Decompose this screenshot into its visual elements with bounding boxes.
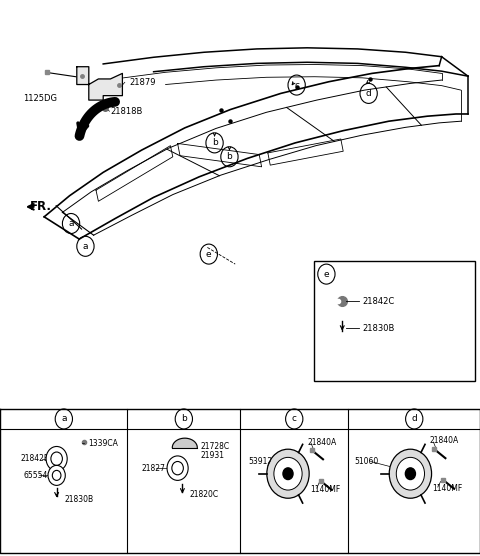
Text: a: a — [68, 219, 74, 228]
Text: d: d — [366, 89, 372, 98]
Polygon shape — [172, 438, 197, 448]
Text: 21931: 21931 — [201, 451, 225, 460]
Text: 21840A: 21840A — [430, 436, 459, 445]
Text: 21840A: 21840A — [307, 438, 336, 446]
Text: 21842C: 21842C — [362, 297, 395, 306]
Polygon shape — [268, 139, 343, 165]
Text: 1339CA: 1339CA — [88, 439, 118, 448]
Text: 21827: 21827 — [142, 464, 166, 473]
Text: c: c — [294, 81, 299, 90]
Text: b: b — [227, 152, 232, 161]
Circle shape — [389, 449, 432, 498]
Circle shape — [283, 468, 293, 479]
Text: a: a — [83, 242, 88, 251]
Text: 21830B: 21830B — [65, 495, 94, 504]
Text: e: e — [206, 250, 212, 259]
Text: 21879: 21879 — [130, 78, 156, 87]
Circle shape — [396, 458, 424, 490]
Text: 1140MF: 1140MF — [311, 485, 341, 494]
Text: 21820C: 21820C — [189, 490, 218, 499]
Circle shape — [48, 465, 65, 485]
Polygon shape — [178, 143, 262, 167]
Text: b: b — [181, 414, 187, 424]
Text: 21830B: 21830B — [362, 324, 395, 332]
Circle shape — [167, 456, 188, 480]
Circle shape — [267, 449, 309, 498]
Polygon shape — [96, 146, 173, 201]
Text: a: a — [61, 414, 67, 424]
Polygon shape — [77, 67, 122, 100]
Text: 53912B: 53912B — [249, 457, 278, 466]
Text: b: b — [212, 138, 217, 147]
Text: e: e — [324, 270, 329, 279]
Text: 21728C: 21728C — [201, 442, 230, 451]
Text: FR.: FR. — [30, 200, 52, 214]
Circle shape — [274, 458, 302, 490]
Circle shape — [405, 468, 415, 479]
Text: 21842B: 21842B — [21, 454, 49, 463]
Bar — [314, 261, 475, 381]
Text: 65554: 65554 — [24, 471, 48, 480]
Text: 1125DG: 1125DG — [23, 94, 57, 103]
Circle shape — [46, 446, 67, 471]
Text: c: c — [292, 414, 297, 424]
Text: 1140MF: 1140MF — [432, 484, 462, 493]
Text: d: d — [411, 414, 417, 424]
Text: 21818B: 21818B — [110, 107, 143, 116]
Text: 51060: 51060 — [354, 457, 379, 466]
